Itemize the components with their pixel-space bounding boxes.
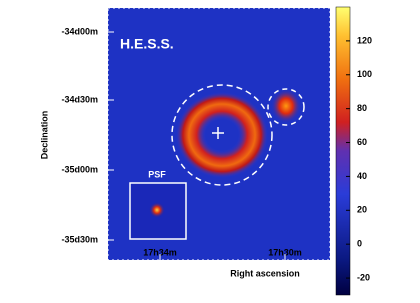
colorbar-tick-label: -20 bbox=[357, 272, 370, 282]
y-tick-label: -34d00m bbox=[61, 26, 98, 36]
colorbar-tick-label: 80 bbox=[357, 103, 367, 113]
chart-title: H.E.S.S. bbox=[120, 36, 174, 52]
x-tick-label: 17h30m bbox=[268, 247, 302, 257]
colorbar-tick-label: 20 bbox=[357, 205, 367, 215]
x-axis-label: Right ascension bbox=[230, 268, 300, 278]
colorbar-tick-label: 60 bbox=[357, 137, 367, 147]
colorbar bbox=[335, 6, 351, 296]
colorbar-tick-label: 0 bbox=[357, 239, 362, 249]
colorbar-tick-label: 40 bbox=[357, 171, 367, 181]
y-axis-label: Declination bbox=[39, 111, 49, 160]
sky-map: PSF H.E.S.S. bbox=[107, 7, 331, 261]
x-tick-label: 17h34m bbox=[143, 247, 177, 257]
y-tick-label: -34d30m bbox=[61, 94, 98, 104]
colorbar-tick-label: 100 bbox=[357, 69, 372, 79]
psf-label: PSF bbox=[148, 169, 166, 179]
colorbar-tick-label: 120 bbox=[357, 35, 372, 45]
y-tick-label: -35d30m bbox=[61, 234, 98, 244]
y-tick-label: -35d00m bbox=[61, 164, 98, 174]
